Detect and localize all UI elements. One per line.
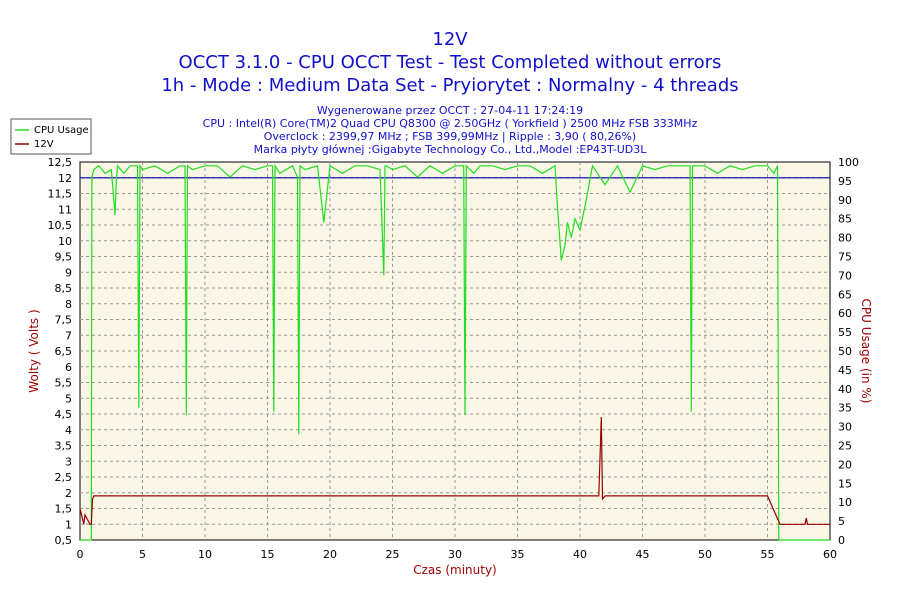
x-tick-label: 30 [448,548,462,561]
chart-subtitle-1: OCCT 3.1.0 - CPU OCCT Test - Test Comple… [179,52,722,73]
info-line-overclock: Overclock : 2399,97 MHz ; FSB 399,99MHz … [264,130,636,143]
y-left-tick-label: 12,5 [48,156,73,169]
y-axis-left-label: Wolty ( Volts ) [27,309,41,392]
y-right-tick-label: 60 [838,307,852,320]
series-line-12v-1 [79,417,830,525]
x-tick-label: 10 [198,548,212,561]
axis-ticks: 0 5 10 15 20 25 30 35 40 45 50 55 600,511,522,533,54… [48,156,860,561]
grid [80,162,830,540]
y-left-tick-label: 7,5 [55,314,73,327]
y-left-tick-label: 4,5 [55,408,73,421]
x-axis-label: Czas (minuty) [413,563,497,577]
series-line-cpu-usage-0 [80,163,830,541]
x-tick-label: 20 [323,548,337,561]
info-line-generated: Wygenerowane przez OCCT : 27-04-11 17:24… [317,104,583,117]
y-axis-right-label: CPU Usage (in %) [859,299,873,404]
y-right-tick-label: 80 [838,232,852,245]
y-left-tick-label: 2,5 [55,471,73,484]
y-right-tick-label: 55 [838,326,852,339]
y-left-tick-label: 3,5 [55,440,73,453]
y-right-tick-label: 25 [838,440,852,453]
y-right-tick-label: 95 [838,175,852,188]
x-tick-label: 25 [386,548,400,561]
y-left-tick-label: 5,5 [55,377,73,390]
y-left-tick-label: 6 [65,361,72,374]
x-tick-label: 40 [573,548,587,561]
y-left-tick-label: 6,5 [55,345,73,358]
y-left-tick-label: 7 [65,329,72,342]
y-left-tick-label: 9 [65,266,72,279]
y-right-tick-label: 5 [838,515,845,528]
chart-title: 12V [432,29,468,50]
y-left-tick-label: 1 [65,518,72,531]
info-line-cpu: CPU : Intel(R) Core(TM)2 Quad CPU Q8300 … [203,117,698,130]
info-line-motherboard: Marka płyty głównej :Gigabyte Technology… [254,143,648,156]
y-left-tick-label: 1,5 [55,503,73,516]
y-left-tick-label: 2 [65,487,72,500]
legend-label-cpu-usage: CPU Usage [34,125,89,136]
y-left-tick-label: 3 [65,455,72,468]
y-right-tick-label: 100 [838,156,859,169]
legend-box [10,118,92,155]
y-right-tick-label: 15 [838,477,852,490]
y-left-tick-label: 8,5 [55,282,73,295]
y-left-tick-label: 9,5 [55,251,73,264]
x-tick-label: 35 [511,548,525,561]
y-right-tick-label: 50 [838,345,852,358]
x-tick-label: 55 [761,548,775,561]
y-right-tick-label: 0 [838,534,845,547]
y-right-tick-label: 75 [838,251,852,264]
y-right-tick-label: 40 [838,383,852,396]
y-right-tick-label: 45 [838,364,852,377]
y-right-tick-label: 10 [838,496,852,509]
y-left-tick-label: 0,5 [55,534,73,547]
x-tick-label: 0 [77,548,84,561]
y-left-tick-label: 10 [58,235,72,248]
x-tick-label: 15 [261,548,275,561]
legend-label-12v: 12V [34,139,54,150]
y-left-tick-label: 10,5 [48,219,73,232]
y-left-tick-label: 12 [58,172,72,185]
y-left-tick-label: 8 [65,298,72,311]
y-left-tick-label: 4 [65,424,72,437]
x-tick-label: 60 [823,548,837,561]
y-right-tick-label: 35 [838,402,852,415]
series-lines [79,163,830,541]
y-left-tick-label: 11,5 [48,188,73,201]
y-left-tick-label: 11 [58,203,72,216]
y-right-tick-label: 70 [838,269,852,282]
y-right-tick-label: 30 [838,421,852,434]
y-left-tick-label: 5 [65,392,72,405]
y-right-tick-label: 85 [838,213,852,226]
legend: CPU Usage 12V [10,118,92,155]
x-tick-label: 5 [139,548,146,561]
x-tick-label: 50 [698,548,712,561]
y-right-tick-label: 90 [838,194,852,207]
x-tick-label: 45 [636,548,650,561]
y-right-tick-label: 65 [838,288,852,301]
y-right-tick-label: 20 [838,458,852,471]
chart-subtitle-2: 1h - Mode : Medium Data Set - Pryiorytet… [161,75,738,96]
